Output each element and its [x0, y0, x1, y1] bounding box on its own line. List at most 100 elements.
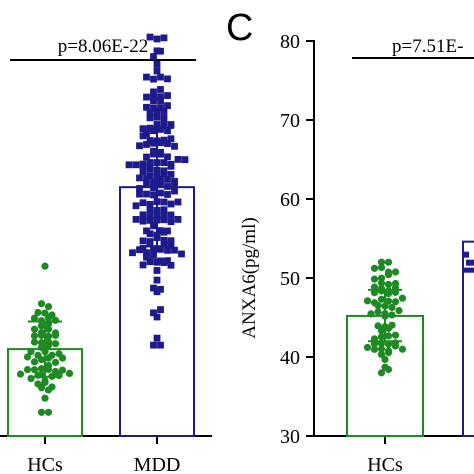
- mdd-point: [171, 246, 178, 254]
- hcs-point: [363, 297, 372, 305]
- left-tick-label-mdd: MDD: [134, 454, 181, 474]
- mdd-point: [150, 222, 157, 230]
- hcs-point: [44, 365, 53, 374]
- hcs-point: [23, 353, 32, 361]
- mdd-point: [153, 258, 161, 266]
- left-p-value: p=8.06E-22: [58, 36, 148, 57]
- mdd-point: [143, 190, 150, 198]
- hcs-point: [51, 340, 60, 348]
- hcs-point: [44, 341, 53, 349]
- mdd-point: [150, 252, 157, 259]
- mdd-point: [150, 88, 157, 96]
- mdd-point: [164, 191, 171, 198]
- hcs-point: [388, 311, 396, 319]
- hcs-point: [377, 258, 386, 266]
- mdd-point: [164, 227, 171, 235]
- hcs-point: [58, 366, 67, 374]
- mdd-point: [150, 104, 157, 112]
- right-bars-group: [346, 240, 474, 438]
- hcs-point: [384, 365, 393, 374]
- mdd-point: [174, 198, 182, 206]
- hcs-point: [30, 338, 39, 346]
- hcs-point: [41, 262, 49, 270]
- hcs-point: [37, 365, 46, 373]
- mdd-point: [139, 168, 147, 176]
- mdd-point: [160, 170, 168, 178]
- hcs-point: [384, 324, 393, 333]
- mdd-point: [150, 178, 157, 186]
- mdd-point: [171, 177, 178, 185]
- y-axis-title: ANXA6(pg/ml): [239, 217, 260, 338]
- mdd-point: [160, 239, 168, 247]
- mdd-point: [143, 227, 150, 235]
- mdd-point: [153, 113, 161, 121]
- right-panel: C ANXA6(pg/ml) HCs 30 40 50 60 70 80 p=7.51E-: [226, 7, 474, 474]
- mdd-point: [153, 107, 161, 115]
- mdd-point: [164, 102, 171, 110]
- mdd-point: [139, 237, 147, 245]
- hcs-point: [377, 350, 386, 359]
- hcs-point: [44, 325, 53, 333]
- mdd-point: [157, 180, 164, 188]
- hcs-point: [37, 408, 46, 416]
- mdd-point: [150, 139, 157, 147]
- mdd-point: [164, 140, 171, 148]
- mdd-point: [153, 60, 161, 68]
- mdd-point: [150, 127, 157, 135]
- hcs-point: [41, 394, 49, 402]
- mdd-point: [153, 35, 161, 43]
- mdd-point: [143, 249, 150, 257]
- hcs-point: [44, 314, 53, 322]
- mdd-point: [160, 120, 168, 128]
- mdd-point: [157, 189, 164, 197]
- mdd-point: [157, 245, 164, 253]
- mdd-point: [139, 261, 147, 269]
- right-points-group: [363, 251, 474, 377]
- mdd-point: [157, 125, 164, 133]
- hcs-point: [377, 279, 386, 287]
- mdd-point: [150, 284, 157, 292]
- hcs-point: [377, 326, 386, 335]
- mdd-point: [139, 199, 147, 207]
- y-tick-label: 30: [280, 426, 300, 448]
- mdd-point: [143, 93, 150, 101]
- hcs-point: [391, 342, 400, 350]
- mdd-point: [139, 217, 147, 225]
- mdd-point: [160, 216, 168, 224]
- mdd-point: [153, 334, 161, 342]
- mdd-point: [157, 73, 164, 81]
- mdd-point: [157, 285, 164, 293]
- mdd-point: [171, 142, 178, 150]
- mdd-point: [174, 155, 182, 163]
- mdd-point: [157, 341, 164, 349]
- hcs-point: [384, 340, 393, 348]
- mdd-point: [167, 135, 175, 143]
- mdd-point: [143, 141, 150, 148]
- hcs-point: [374, 308, 382, 316]
- mdd-point: [146, 207, 154, 214]
- mdd-point: [164, 246, 171, 254]
- mdd-point: [160, 34, 168, 42]
- mdd-point: [153, 313, 161, 321]
- hcs-point: [367, 310, 375, 318]
- mdd-point: [150, 245, 157, 253]
- hcs-point: [37, 355, 46, 364]
- mdd-point: [167, 200, 175, 208]
- hcs-point: [51, 316, 60, 324]
- hcs-point: [363, 343, 372, 352]
- mdd-point: [150, 191, 157, 199]
- hcs-point: [377, 295, 386, 303]
- mdd-point: [164, 75, 171, 83]
- hcs-point: [58, 354, 67, 362]
- mdd-point: [146, 217, 154, 224]
- mdd-point: [136, 142, 143, 150]
- hcs-point: [37, 322, 46, 330]
- mdd-point: [174, 216, 182, 223]
- panel-label-c: C: [226, 7, 253, 49]
- mdd-point: [160, 228, 168, 236]
- mdd-point: [146, 172, 154, 180]
- hcs-point: [44, 408, 53, 416]
- hcs-point: [44, 386, 53, 394]
- mdd-point: [160, 259, 168, 266]
- mdd-point: [167, 261, 175, 269]
